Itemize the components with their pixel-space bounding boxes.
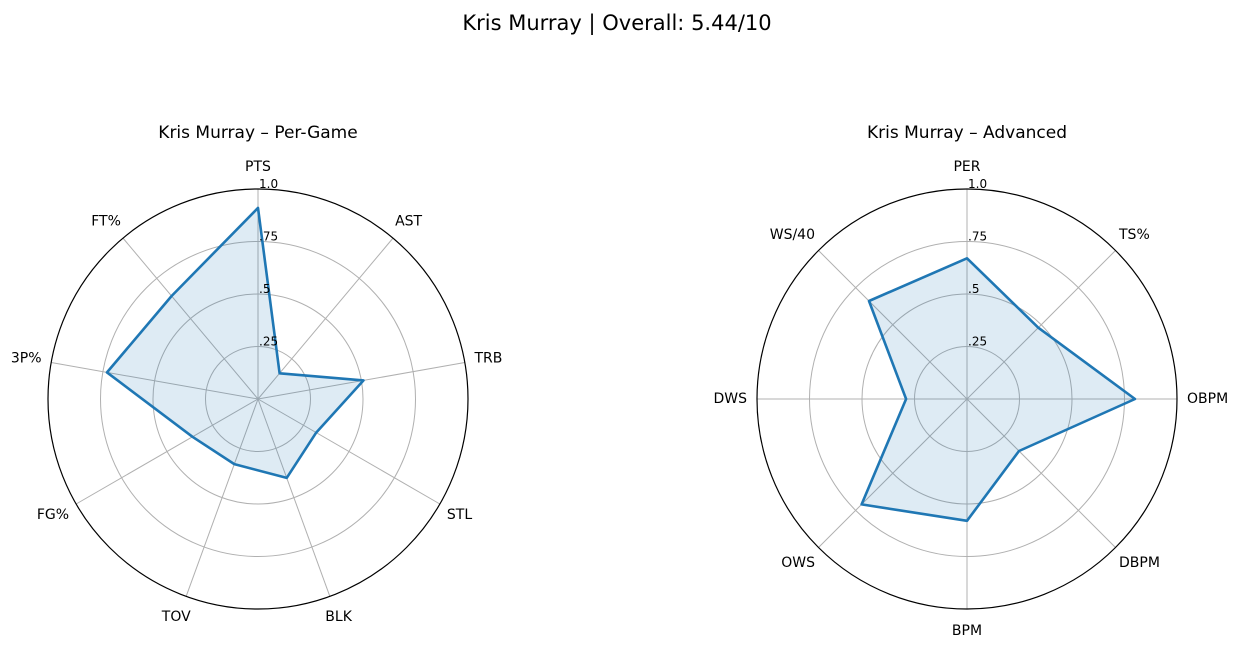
radar-advanced-axis-label: OWS bbox=[781, 555, 815, 571]
radar-per-game-axis-label: STL bbox=[447, 507, 472, 523]
radar-advanced-tick-label: .5 bbox=[968, 282, 979, 296]
radar-per-game-spoke bbox=[257, 398, 441, 505]
radar-per-game-series-line bbox=[105, 206, 365, 480]
radar-advanced-axis-label: DBPM bbox=[1119, 555, 1160, 571]
radar-per-game-title: Kris Murray – Per-Game bbox=[158, 123, 357, 143]
radar-per-game-axis-label: FG% bbox=[37, 507, 69, 523]
radar-per-game-spoke bbox=[51, 362, 259, 400]
radar-advanced-spoke bbox=[966, 250, 1116, 400]
radar-advanced-tick-label: 1.0 bbox=[968, 177, 987, 191]
radar-advanced-tick-label: .25 bbox=[968, 335, 987, 349]
radar-per-game-axis-label: BLK bbox=[325, 609, 352, 625]
radar-per-game-tick-label: .5 bbox=[259, 282, 270, 296]
radar-advanced-axis-label: PER bbox=[953, 159, 980, 175]
radar-advanced-spoke bbox=[966, 398, 1116, 548]
radar-per-game-spoke bbox=[185, 398, 259, 597]
radar-per-game-axis-label: TOV bbox=[161, 609, 191, 625]
radar-per-game-spoke bbox=[75, 398, 259, 505]
radar-advanced-frame bbox=[756, 188, 1178, 610]
radar-per-game-frame bbox=[47, 188, 469, 610]
radar-advanced-axis-label: BPM bbox=[952, 623, 982, 639]
radar-per-game-tick-label: 1.0 bbox=[259, 177, 278, 191]
radar-per-game-tick-label: .75 bbox=[259, 230, 278, 244]
radar-advanced-axis-label: WS/40 bbox=[770, 227, 815, 243]
radar-advanced-tick-label: .75 bbox=[968, 230, 987, 244]
radar-per-game-axis-label: TRB bbox=[474, 351, 503, 367]
radar-advanced: Kris Murray – Advanced .25 .5 .75 1.0 PER TS%… bbox=[713, 123, 1228, 639]
radar-per-game-axis-label: PTS bbox=[245, 159, 271, 175]
radar-per-game-spoke bbox=[257, 398, 331, 597]
radar-advanced-series-area bbox=[861, 258, 1135, 521]
radar-per-game-spoke bbox=[122, 237, 259, 400]
radar-per-game-axis-label: 3P% bbox=[11, 351, 42, 367]
radar-advanced-axis-label: OBPM bbox=[1187, 391, 1228, 407]
radar-advanced-title: Kris Murray – Advanced bbox=[867, 123, 1067, 143]
radar-advanced-axis-label: DWS bbox=[713, 391, 747, 407]
radar-per-game-axis-label: AST bbox=[395, 213, 422, 229]
radar-per-game-series-area bbox=[107, 207, 364, 478]
radar-per-game: Kris Murray – Per-Game .25 .5 .75 1.0 PTS AST… bbox=[11, 123, 503, 625]
radar-advanced-spoke bbox=[818, 250, 968, 400]
radar-per-game-tick-label: .25 bbox=[259, 335, 278, 349]
figure-title: Kris Murray | Overall: 5.44/10 bbox=[462, 11, 771, 36]
radar-per-game-axis-label: FT% bbox=[91, 213, 121, 229]
radar-advanced-axis-label: TS% bbox=[1118, 227, 1150, 243]
radar-advanced-spoke bbox=[818, 398, 968, 548]
radar-advanced-series-line bbox=[860, 256, 1137, 523]
